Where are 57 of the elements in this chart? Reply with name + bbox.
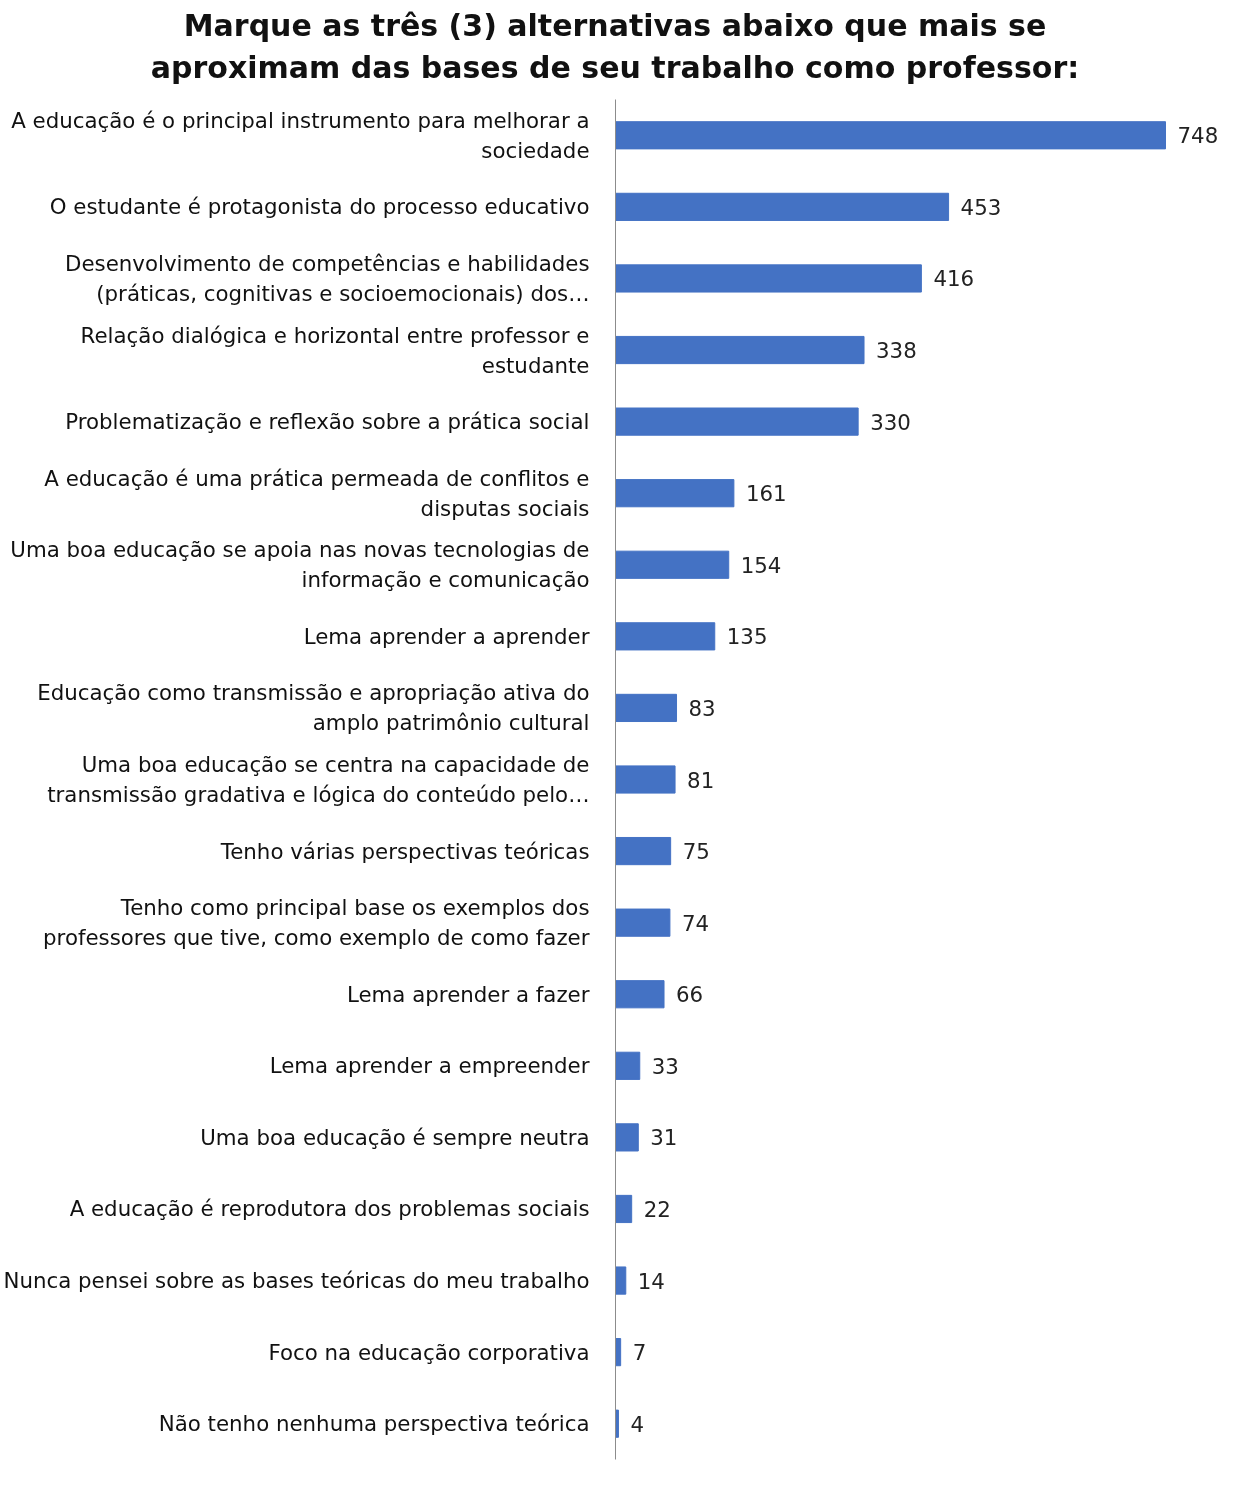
bar xyxy=(615,479,735,508)
bar xyxy=(615,335,865,365)
y-tick-label: Foco na educação corporativa xyxy=(268,1339,590,1365)
bar xyxy=(615,980,665,1009)
y-tick-label: Lema aprender a empreender xyxy=(269,1053,590,1079)
data-label: 4 xyxy=(630,1411,645,1437)
bar xyxy=(615,550,730,579)
y-tick-label: Tenho várias perspectivas teóricas xyxy=(219,838,590,864)
bar xyxy=(615,765,676,794)
y-tick-label: Desenvolvimento de competências e habilidades (práticas, cognitivas e socioemocionais) dos… xyxy=(65,250,590,306)
data-label: 161 xyxy=(745,481,787,507)
y-tick-label: Tenho como principal base os exemplos dos professores que tive, como exemplo de como fazer xyxy=(43,895,590,951)
data-label: 74 xyxy=(681,910,710,936)
y-tick-label: Problematização e reflexão sobre a prática social xyxy=(65,409,590,435)
data-label: 7 xyxy=(632,1340,647,1366)
y-tick-label: A educação é reprodutora dos problemas sociais xyxy=(69,1196,590,1222)
data-label: 31 xyxy=(650,1125,678,1151)
bar xyxy=(615,1194,633,1224)
bar xyxy=(615,836,672,866)
bar xyxy=(615,1123,639,1152)
y-tick-label: Nunca pensei sobre as bases teóricas do meu trabalho xyxy=(3,1268,590,1294)
y-tick-label: A educação é o principal instrumento para melhorar a sociedade xyxy=(11,107,590,163)
bar xyxy=(615,264,922,293)
y-tick-label: Lema aprender a fazer xyxy=(346,981,590,1007)
data-label: 416 xyxy=(933,266,975,292)
data-label: 154 xyxy=(740,552,782,578)
bar xyxy=(615,693,678,723)
y-tick-label: O estudante é protagonista do processo educativo xyxy=(49,194,590,220)
bar xyxy=(615,908,671,937)
bar xyxy=(615,1266,627,1295)
y-tick-label: Não tenho nenhuma perspectiva teórica xyxy=(158,1411,590,1437)
y-tick-label: Uma boa educação é sempre neutra xyxy=(200,1124,590,1150)
data-label: 453 xyxy=(960,194,1002,220)
y-tick-label: Uma boa educação se centra na capacidade de transmissão gradativa e lógica do conteúdo pelo… xyxy=(47,752,590,807)
data-label: 135 xyxy=(726,624,768,650)
data-label: 14 xyxy=(637,1268,665,1294)
data-label: 75 xyxy=(682,839,710,865)
y-tick-label: A educação é uma prática permeada de conflitos e disputas sociais xyxy=(44,465,590,521)
y-tick-label: Uma boa educação se apoia nas novas tecnologias de informação e comunicação xyxy=(10,537,590,593)
data-label: 33 xyxy=(651,1053,679,1079)
data-label: 22 xyxy=(643,1196,671,1222)
bar xyxy=(615,121,1166,150)
data-label: 83 xyxy=(688,695,716,721)
bar xyxy=(615,622,716,651)
bar xyxy=(615,407,859,436)
y-tick-label: Lema aprender a aprender xyxy=(303,623,590,649)
data-label: 330 xyxy=(870,409,911,435)
data-label: 81 xyxy=(687,767,715,793)
data-label: 748 xyxy=(1177,123,1219,149)
data-label: 338 xyxy=(876,338,917,364)
chart-title: Marque as três (3) alternativas abaixo que mais se aproximam das bases de seu trabalho como professor: xyxy=(150,7,1080,87)
bar xyxy=(615,1051,641,1080)
bar xyxy=(615,1409,619,1438)
bar xyxy=(615,192,950,221)
y-tick-label: Relação dialógica e horizontal entre professor e estudante xyxy=(80,322,590,378)
data-label: 66 xyxy=(676,982,704,1008)
y-tick-label: Educação como transmissão e apropriação ativa do amplo patrimônio cultural xyxy=(37,680,590,736)
